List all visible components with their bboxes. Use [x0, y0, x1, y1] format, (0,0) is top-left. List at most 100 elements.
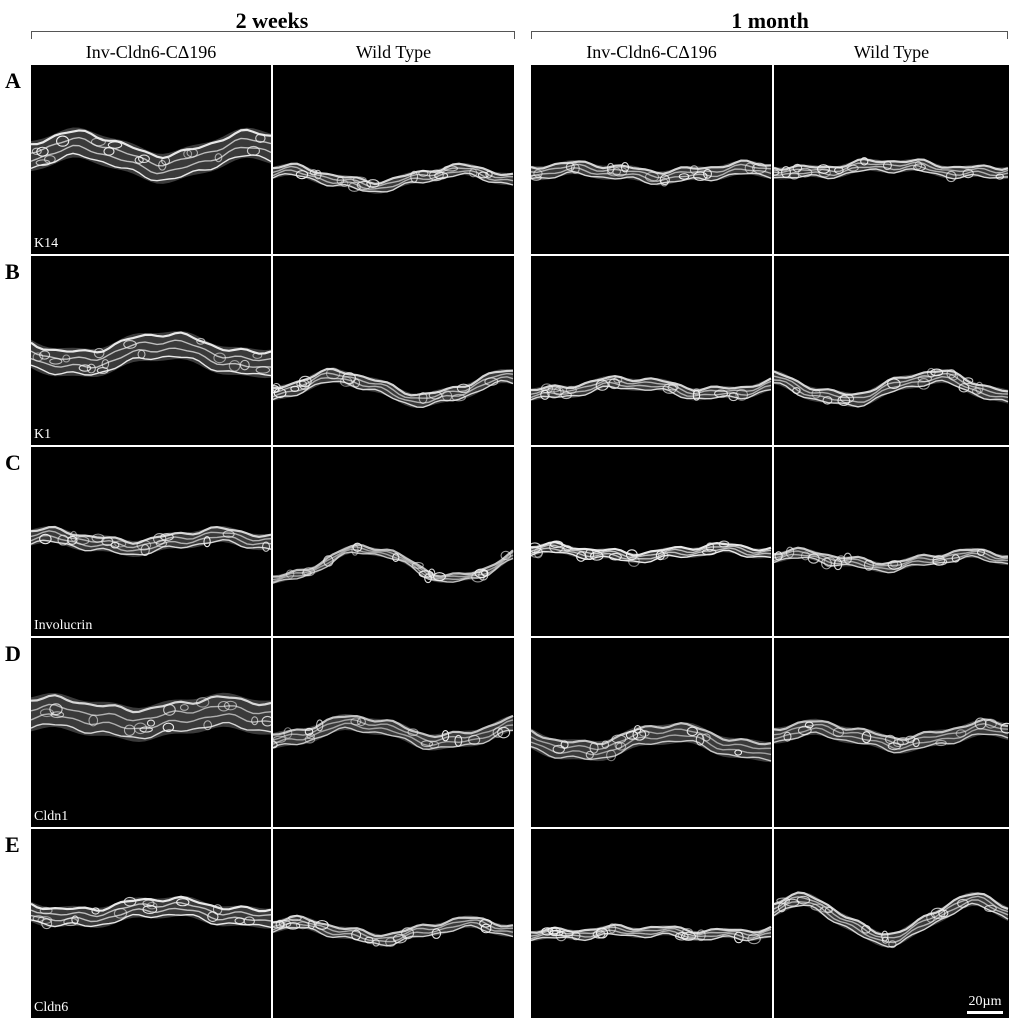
cell-outline — [881, 930, 889, 942]
cell-outline — [914, 160, 923, 170]
cell-outline — [884, 734, 896, 744]
stain-marker-label: Cldn6 — [34, 1000, 69, 1015]
cell-outline — [540, 389, 550, 400]
micrograph-panel-a-2wk-transgenic: K14 — [31, 65, 271, 254]
stain-strand — [31, 136, 271, 167]
stain-strand — [31, 347, 271, 369]
cell-outline — [882, 160, 892, 171]
cell-outline — [837, 395, 851, 406]
cell-outline — [547, 385, 562, 393]
cell-outline — [372, 938, 380, 947]
stain-strand — [31, 152, 271, 182]
stain-strand — [531, 728, 772, 751]
stain-strand — [774, 168, 1009, 180]
cell-outline — [410, 170, 419, 183]
cell-outline — [41, 918, 53, 930]
cell-outline — [255, 133, 266, 143]
cell-outline — [364, 936, 374, 944]
cell-outline — [662, 383, 677, 394]
cell-outline — [158, 159, 167, 171]
micrograph-panel-e-2wk-transgenic: Cldn6 — [31, 829, 271, 1018]
cell-outline — [134, 156, 144, 164]
cell-outline — [958, 383, 970, 393]
cell-outline — [162, 722, 175, 733]
group-bracket-2-weeks — [31, 31, 515, 39]
cell-outline — [774, 169, 780, 176]
cell-outline — [295, 170, 309, 180]
cell-outline — [273, 735, 287, 743]
cell-outline — [316, 719, 324, 732]
cell-outline — [601, 740, 610, 749]
cell-outline — [560, 391, 572, 400]
cell-outline — [35, 159, 51, 167]
cell-outline — [686, 726, 698, 737]
fluorescence-image — [273, 713, 514, 751]
cell-outline — [497, 726, 511, 739]
cell-outline — [783, 731, 792, 742]
cell-outline — [123, 896, 137, 907]
cell-outline — [304, 727, 314, 736]
cell-outline — [315, 920, 329, 930]
cell-outline — [62, 354, 71, 363]
cell-outline — [887, 378, 901, 390]
stain-strand — [273, 921, 514, 943]
cell-outline — [818, 168, 831, 178]
cell-outline — [96, 366, 109, 374]
cell-outline — [606, 162, 615, 174]
cell-outline — [56, 135, 70, 147]
cell-outline — [752, 162, 767, 174]
cell-outline — [163, 704, 176, 716]
cell-outline — [307, 920, 316, 930]
cell-outline — [314, 169, 322, 180]
row-letter-c: C — [5, 450, 21, 475]
cell-outline — [477, 171, 489, 179]
stain-strand — [531, 547, 772, 560]
stain-strand — [273, 924, 514, 947]
cell-outline — [592, 930, 606, 939]
cell-outline — [443, 165, 459, 172]
cell-outline — [32, 352, 44, 362]
cell-outline — [273, 741, 278, 749]
cell-outline — [295, 921, 310, 930]
cell-outline — [608, 923, 616, 934]
cell-outline — [533, 169, 543, 178]
cell-outline — [298, 379, 310, 390]
stain-strand — [531, 722, 772, 746]
cell-outline — [705, 542, 715, 552]
cell-outline — [342, 372, 356, 385]
stain-strand — [273, 172, 514, 193]
stain-marker-label: K1 — [34, 427, 52, 442]
stain-strand — [531, 734, 772, 756]
cell-outline — [948, 373, 959, 381]
scale-bar: 20µm — [963, 994, 1007, 1016]
micrograph-panel-c-1mo-transgenic — [531, 447, 772, 636]
cell-outline — [183, 149, 193, 159]
cell-outline — [471, 571, 485, 583]
cell-outline — [571, 931, 581, 941]
scale-bar-label: 20µm — [968, 994, 1002, 1009]
cell-outline — [955, 729, 967, 738]
stain-strand — [31, 721, 271, 740]
cell-outline — [735, 388, 749, 401]
stain-strand — [774, 902, 1009, 948]
fluorescence-image — [531, 722, 772, 763]
scale-bar-line — [967, 1011, 1003, 1014]
epidermis-layer — [31, 330, 271, 379]
cell-outline — [590, 551, 604, 561]
cell-outline — [451, 393, 466, 402]
cell-outline — [744, 162, 755, 174]
cell-outline — [203, 720, 213, 731]
cell-outline — [692, 389, 701, 401]
cell-outline — [70, 530, 78, 542]
fluorescence-image — [531, 159, 772, 187]
cell-outline — [613, 376, 623, 384]
micrograph-panel-b-2wk-wildtype — [273, 256, 514, 445]
cell-outline — [552, 744, 565, 754]
cell-outline — [962, 377, 974, 385]
stain-strand — [531, 549, 772, 564]
cell-outline — [703, 168, 712, 179]
cell-outline — [541, 927, 554, 936]
cell-outline — [196, 337, 206, 345]
cell-outline — [562, 545, 572, 552]
fluorescence-image — [31, 525, 271, 557]
